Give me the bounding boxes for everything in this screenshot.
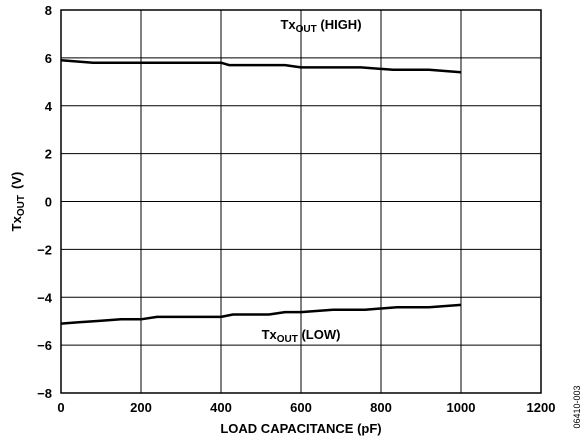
y-tick-label: 4: [45, 99, 53, 114]
y-tick-label: −4: [37, 290, 53, 305]
y-tick-label: 2: [45, 147, 52, 162]
figure-id: 06410-003: [572, 385, 582, 428]
x-tick-label: 1000: [447, 400, 476, 415]
y-tick-label: −2: [37, 242, 52, 257]
series-line-low: [60, 303, 462, 325]
series-annotations: TxOUT (HIGH) TxOUT (LOW): [262, 17, 362, 345]
series-lines: [60, 59, 462, 325]
annotation-low: TxOUT (LOW): [262, 327, 341, 345]
y-tick-label: 0: [45, 195, 52, 210]
x-tick-label: 600: [290, 400, 312, 415]
y-tick-label: −8: [37, 386, 52, 401]
series-line-high: [60, 59, 462, 74]
x-tick-label: 1200: [527, 400, 556, 415]
y-tick-label: −6: [37, 338, 52, 353]
x-tick-label: 200: [130, 400, 152, 415]
x-axis-label: LOAD CAPACITANCE (pF): [220, 421, 381, 436]
y-axis-label: TxOUT (V): [9, 172, 27, 232]
grid-lines: [61, 10, 541, 393]
x-tick-label: 0: [57, 400, 64, 415]
y-axis-label-base: Tx: [9, 215, 24, 231]
y-tick-label: 8: [45, 3, 52, 18]
y-axis-label-unit: (V): [9, 172, 24, 189]
y-axis-label-sub: OUT: [16, 195, 27, 216]
x-tick-labels: 0 200 400 600 800 1000 1200: [57, 400, 555, 415]
plot-area-frame: [60, 9, 542, 394]
y-tick-labels: 8 6 4 2 0 −2 −4 −6 −8: [37, 3, 53, 401]
x-tick-label: 800: [370, 400, 392, 415]
annotation-high: TxOUT (HIGH): [280, 17, 361, 35]
y-tick-label: 6: [45, 51, 52, 66]
x-tick-label: 400: [210, 400, 232, 415]
